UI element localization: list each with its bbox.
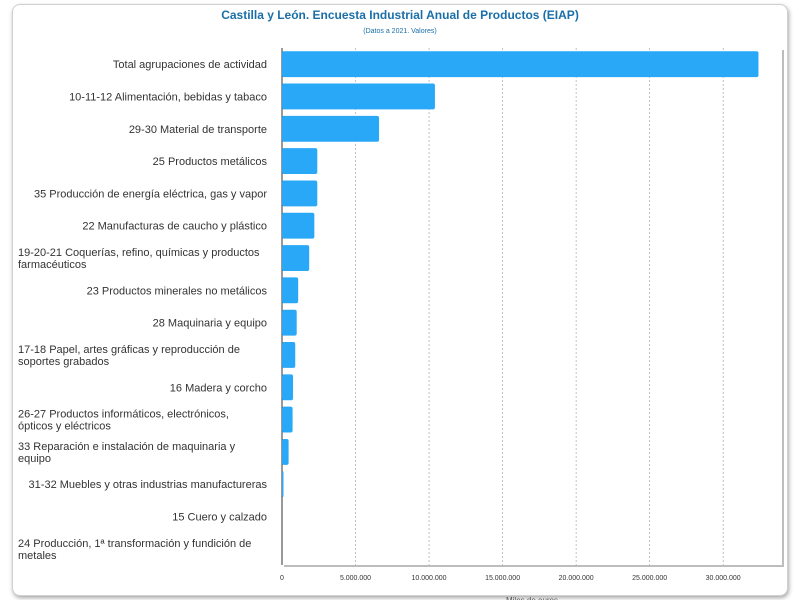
category-label-line: soportes grabados [18, 356, 110, 368]
x-tick-label: 15.000.000 [485, 575, 520, 582]
bar [282, 115, 380, 142]
bar [282, 277, 299, 304]
category-label: 33 Reparación e instalación de maquinari… [18, 441, 236, 465]
category-label: Total agrupaciones de actividad [113, 59, 267, 71]
bar [282, 51, 759, 78]
bar [282, 245, 310, 271]
category-label: 10-11-12 Alimentación, bebidas y tabaco [69, 91, 267, 103]
bar [282, 438, 289, 465]
category-label: 15 Cuero y calzado [172, 512, 267, 524]
category-label-line: farmacéuticos [18, 259, 87, 271]
chart-subtitle: (Datos a 2021. Valores) [363, 28, 437, 35]
x-tick-label: 20.000.000 [559, 575, 594, 582]
category-label-line: 19-20-21 Coquerías, refino, químicas y p… [18, 247, 260, 259]
x-tick-label: 5.000.000 [340, 575, 371, 582]
category-label: 25 Productos metálicos [153, 156, 268, 168]
category-label: 17-18 Papel, artes gráficas y reproducci… [18, 344, 240, 368]
category-label-line: 17-18 Papel, artes gráficas y reproducci… [18, 344, 240, 356]
x-axis-title: Miles de euros [506, 596, 558, 600]
category-label-line: 33 Reparación e instalación de maquinari… [18, 441, 236, 453]
x-tick-label: 30.000.000 [706, 575, 741, 582]
category-label: 31-32 Muebles y otras industrias manufac… [29, 479, 268, 491]
bar [282, 342, 296, 368]
category-label-line: 24 Producción, 1ª transformación y fundi… [18, 538, 251, 550]
chart-title: Castilla y León. Encuesta Industrial Anu… [221, 8, 579, 22]
category-label-line: 26-27 Productos informáticos, electrónic… [18, 409, 229, 421]
category-label-line: metales [18, 550, 57, 562]
x-tick-label: 0 [280, 575, 284, 582]
bar [282, 471, 284, 498]
category-label: 16 Madera y corcho [170, 382, 267, 394]
x-tick-label: 25.000.000 [632, 575, 667, 582]
bar [282, 148, 318, 175]
bar [282, 406, 293, 433]
category-label-line: ópticos y eléctricos [18, 421, 111, 433]
bar [282, 309, 297, 336]
category-label: 26-27 Productos informáticos, electrónic… [18, 409, 229, 433]
category-label: 29-30 Material de transporte [129, 124, 267, 136]
bar [282, 374, 294, 401]
bar [282, 212, 315, 239]
x-tick-label: 10.000.000 [412, 575, 447, 582]
category-label: 24 Producción, 1ª transformación y fundi… [18, 538, 251, 562]
category-label-line: equipo [18, 453, 51, 465]
category-label: 22 Manufacturas de caucho y plástico [82, 221, 267, 233]
bar [282, 180, 318, 207]
category-label: 23 Productos minerales no metálicos [87, 285, 268, 297]
category-label: 28 Maquinaria y equipo [153, 318, 267, 330]
category-label: 19-20-21 Coquerías, refino, químicas y p… [18, 247, 260, 271]
category-label: 35 Producción de energía eléctrica, gas … [34, 188, 267, 200]
bar [282, 83, 435, 110]
